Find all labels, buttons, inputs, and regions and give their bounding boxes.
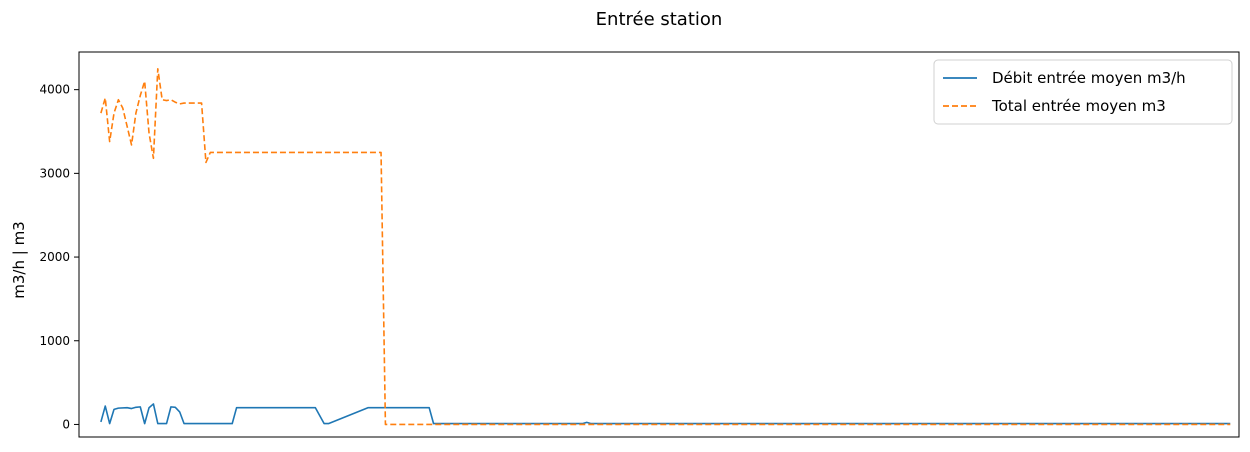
series-total-entree-line <box>100 67 1231 426</box>
y-tick-label: 4000 <box>39 83 70 97</box>
y-tick-label: 2000 <box>39 250 70 264</box>
y-axis-label: m3/h | m3 <box>10 221 28 298</box>
legend-box <box>933 59 1233 125</box>
legend: Débit entrée moyen m3/h Total entrée moye… <box>933 59 1233 125</box>
y-tick-label: 3000 <box>39 166 70 180</box>
y-axis: 0 1000 2000 3000 4000 <box>39 83 79 431</box>
plot-frame <box>78 51 1240 438</box>
plot-layer <box>78 51 1240 438</box>
y-tick-label: 1000 <box>39 334 70 348</box>
chart-title: Entrée station <box>596 9 723 30</box>
legend-label: Débit entrée moyen m3/h <box>992 69 1186 87</box>
y-tick-label: 0 <box>62 417 70 431</box>
legend-label: Total entrée moyen m3 <box>991 97 1166 115</box>
series-debit-entree-line <box>100 403 1231 425</box>
